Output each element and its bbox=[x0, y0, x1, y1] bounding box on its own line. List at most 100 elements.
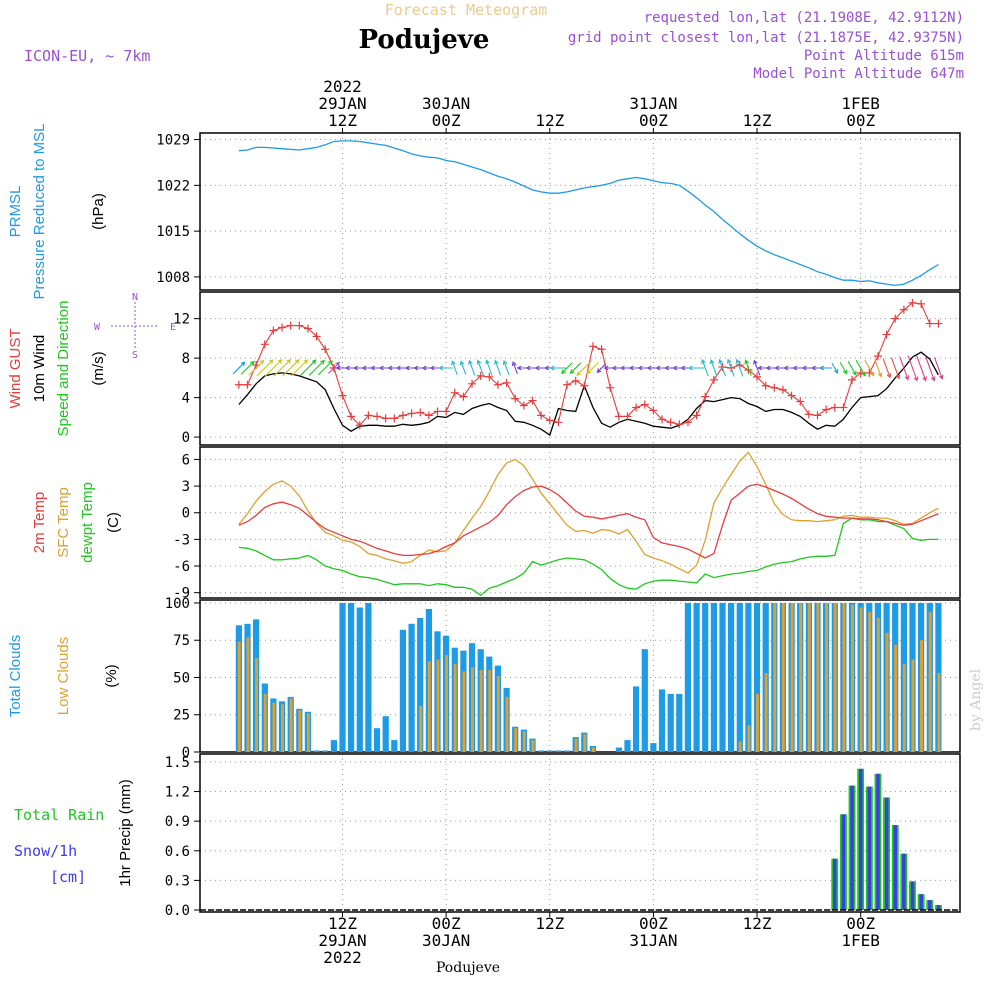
low-cloud-bar bbox=[851, 604, 854, 752]
gust-marker bbox=[537, 411, 546, 420]
wind-direction-arrow bbox=[890, 357, 901, 380]
time-label-bottom: 00Z bbox=[639, 914, 668, 933]
point-altitude: Point Altitude 615m bbox=[804, 48, 964, 64]
total-cloud-bar bbox=[382, 716, 389, 752]
panel-label: Total Clouds bbox=[7, 635, 24, 718]
precip-side-label: Total Rain bbox=[14, 806, 104, 824]
total-cloud-bar bbox=[719, 603, 726, 752]
panel-frame bbox=[199, 599, 961, 753]
low-cloud-bar bbox=[514, 728, 518, 752]
low-cloud-bar bbox=[281, 704, 284, 752]
snow-bar bbox=[876, 773, 880, 910]
time-label-top: 00Z bbox=[639, 111, 668, 130]
panel-label: Low Clouds bbox=[55, 637, 72, 715]
gust-marker bbox=[796, 397, 805, 406]
gust-marker bbox=[450, 388, 459, 397]
gust-marker bbox=[234, 380, 243, 389]
gust-marker bbox=[588, 342, 597, 351]
gust-marker bbox=[355, 421, 364, 430]
time-label-top: 2022 bbox=[323, 77, 362, 96]
gust-marker bbox=[753, 372, 762, 381]
compass-letter: W bbox=[94, 322, 101, 333]
gust-marker bbox=[891, 314, 900, 323]
gust-marker bbox=[347, 412, 356, 421]
wind-direction-arrow bbox=[569, 362, 582, 375]
gust-marker bbox=[813, 411, 822, 420]
time-label-bottom: 12Z bbox=[535, 914, 564, 933]
wind-direction-arrow bbox=[907, 355, 919, 382]
low-cloud-bar bbox=[583, 734, 587, 752]
gust-marker bbox=[338, 391, 347, 400]
time-label-bottom: 29JAN bbox=[318, 931, 366, 950]
total-cloud-bar bbox=[728, 603, 735, 752]
total-cloud-bar bbox=[563, 750, 571, 752]
panel-label: dewpt Temp bbox=[79, 482, 96, 563]
gust-marker bbox=[476, 371, 485, 380]
panel-label: Pressure Reduced to MSL bbox=[31, 124, 48, 300]
wind-direction-arrow bbox=[248, 359, 265, 376]
total-cloud-bar bbox=[546, 750, 553, 752]
ytick-label: -3 bbox=[173, 532, 190, 548]
low-cloud-bar bbox=[842, 603, 846, 752]
ytick-label: 0.3 bbox=[165, 873, 190, 889]
wind-direction-arrow bbox=[485, 359, 493, 376]
gust-marker bbox=[571, 376, 580, 385]
model-altitude: Model Point Altitude 647m bbox=[753, 66, 964, 82]
panel-label: Wind GUST bbox=[7, 328, 24, 408]
precip-side-label: [cm] bbox=[50, 868, 86, 886]
low-cloud-bar bbox=[453, 664, 457, 752]
time-label-bottom: 12Z bbox=[328, 914, 357, 933]
wind-direction-arrow bbox=[847, 361, 857, 376]
panel-label: PRMSL bbox=[7, 186, 24, 238]
ytick-label: -9 bbox=[173, 586, 190, 602]
ytick-label: 0 bbox=[182, 430, 190, 446]
gust-marker bbox=[511, 394, 520, 403]
ytick-label: 0.9 bbox=[165, 814, 190, 830]
wind-direction-arrow bbox=[299, 359, 317, 377]
time-label-bottom: 12Z bbox=[743, 914, 772, 933]
low-cloud-bar bbox=[496, 676, 500, 752]
total-cloud-bar bbox=[667, 693, 674, 752]
gust-marker bbox=[502, 378, 511, 387]
gust-marker bbox=[666, 418, 675, 427]
total-cloud-bar bbox=[641, 649, 648, 752]
gust-marker bbox=[839, 403, 848, 412]
gust-marker bbox=[554, 418, 563, 427]
ytick-label: 1.2 bbox=[165, 785, 190, 801]
wind-direction-arrow bbox=[586, 362, 599, 375]
gridpoint-coords: grid point closest lon,lat (21.1875E, 42… bbox=[568, 30, 964, 46]
gust-marker bbox=[701, 392, 710, 401]
wind-direction-arrow bbox=[317, 360, 333, 376]
wind-direction-arrow bbox=[735, 358, 744, 377]
gust-marker bbox=[312, 332, 321, 341]
total-cloud-bar bbox=[745, 603, 752, 752]
wind-direction-arrow bbox=[709, 359, 718, 377]
model-label: ICON-EU, ~ 7km bbox=[24, 47, 150, 65]
wind-direction-arrow bbox=[933, 357, 944, 380]
gust-marker bbox=[614, 412, 623, 421]
low-cloud-bar bbox=[591, 747, 595, 752]
low-cloud-bar bbox=[255, 658, 258, 752]
time-label-top: 12Z bbox=[535, 111, 564, 130]
total-cloud-bar bbox=[339, 603, 346, 752]
wind-direction-arrow bbox=[308, 359, 325, 376]
gust-marker bbox=[830, 403, 839, 412]
low-cloud-bar bbox=[419, 705, 423, 752]
wind-direction-arrow bbox=[549, 365, 567, 371]
low-cloud-bar bbox=[738, 741, 742, 752]
gust-marker bbox=[442, 407, 451, 416]
watermark: by Angel bbox=[968, 668, 984, 731]
gust-marker bbox=[563, 380, 572, 389]
low-cloud-bar bbox=[790, 603, 794, 752]
panel-label: 2m Temp bbox=[31, 492, 48, 553]
gust-marker bbox=[683, 418, 692, 427]
gust-marker bbox=[398, 411, 407, 420]
low-cloud-bar bbox=[894, 644, 898, 752]
time-label-bottom: 1FEB bbox=[841, 931, 880, 950]
panel-label: SFC Temp bbox=[55, 487, 72, 558]
wind-direction-arrow bbox=[240, 360, 255, 375]
low-cloud-bar bbox=[816, 603, 820, 752]
low-cloud-bar bbox=[436, 659, 440, 752]
total-cloud-bar bbox=[408, 623, 415, 752]
time-label-bottom: 2022 bbox=[323, 948, 362, 967]
